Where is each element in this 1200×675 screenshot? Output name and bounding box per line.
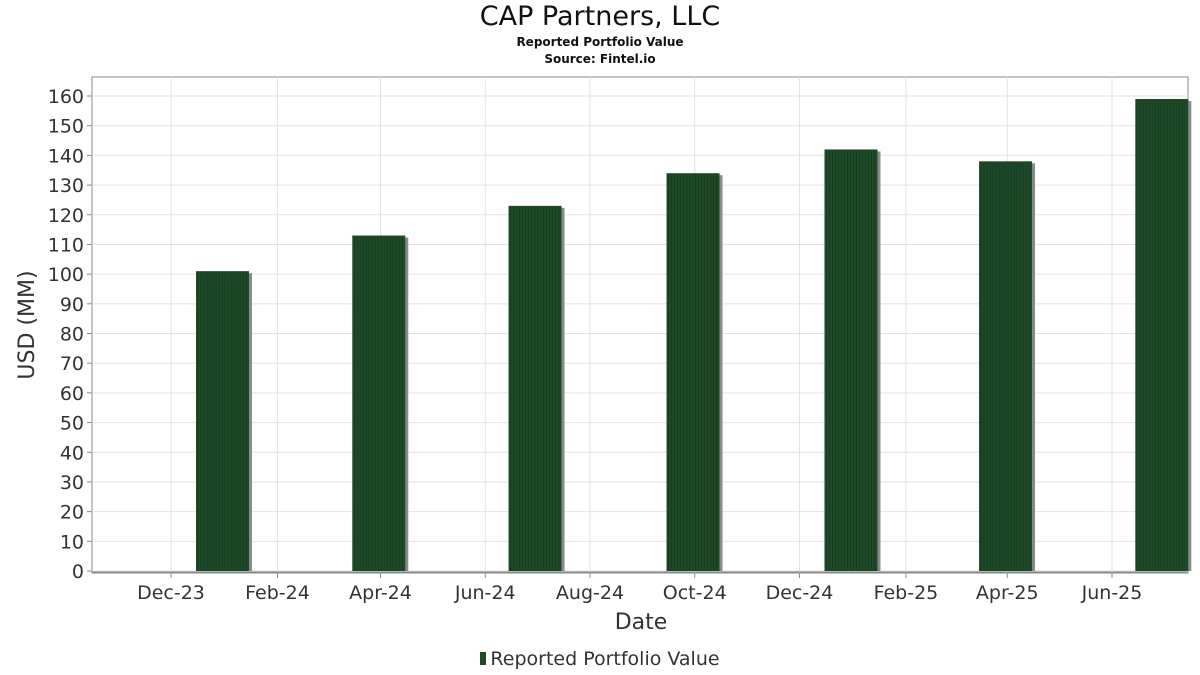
bar [666, 173, 723, 571]
y-tick-label: 160 [48, 86, 84, 108]
x-tick-label: Aug-24 [556, 582, 624, 604]
y-tick-label: 60 [60, 383, 84, 405]
y-tick-label: 80 [60, 324, 84, 346]
y-tick-label: 70 [60, 353, 84, 375]
bar [352, 235, 409, 571]
chart-source: Source: Fintel.io [544, 52, 656, 66]
y-tick-label: 130 [48, 175, 84, 197]
x-tick-label: Feb-24 [245, 582, 310, 604]
x-tick-label: Apr-24 [349, 582, 412, 604]
y-tick-label: 110 [48, 234, 84, 256]
y-tick-label: 90 [60, 294, 84, 316]
x-tick-label: Dec-23 [137, 582, 205, 604]
bar [508, 205, 565, 571]
y-tick-label: 40 [60, 442, 84, 464]
y-tick-label: 100 [48, 264, 84, 286]
x-tick-label: Jun-24 [454, 582, 516, 604]
chart-subtitle: Reported Portfolio Value [516, 35, 684, 49]
bar [1135, 98, 1192, 571]
y-tick-label: 0 [72, 561, 84, 583]
x-tick-label: Feb-25 [874, 582, 939, 604]
x-axis-label: Date [615, 610, 668, 635]
x-tick-label: Dec-24 [766, 582, 834, 604]
y-tick-label: 150 [48, 116, 84, 138]
bar [824, 149, 881, 571]
bars [196, 98, 1192, 571]
y-tick-label: 30 [60, 472, 84, 494]
chart-title: CAP Partners, LLC [479, 1, 721, 32]
y-tick-label: 20 [60, 502, 84, 524]
bar [979, 161, 1036, 571]
y-tick-label: 50 [60, 413, 84, 435]
legend-swatch [480, 652, 487, 665]
y-axis-label: USD (MM) [15, 270, 40, 379]
x-tick-label: Jun-25 [1081, 582, 1143, 604]
y-tick-label: 10 [60, 531, 84, 553]
legend: Reported Portfolio Value [0, 648, 1200, 670]
axes: 0 10 20 30 40 50 60 70 80 90 100 110 120 130 140 150 160… [48, 86, 1188, 604]
x-tick-label: Oct-24 [663, 582, 727, 604]
x-tick-label: Apr-25 [976, 582, 1039, 604]
legend-label: Reported Portfolio Value [490, 648, 720, 670]
bar [196, 271, 253, 571]
y-tick-label: 140 [48, 145, 84, 167]
y-tick-label: 120 [48, 205, 84, 227]
